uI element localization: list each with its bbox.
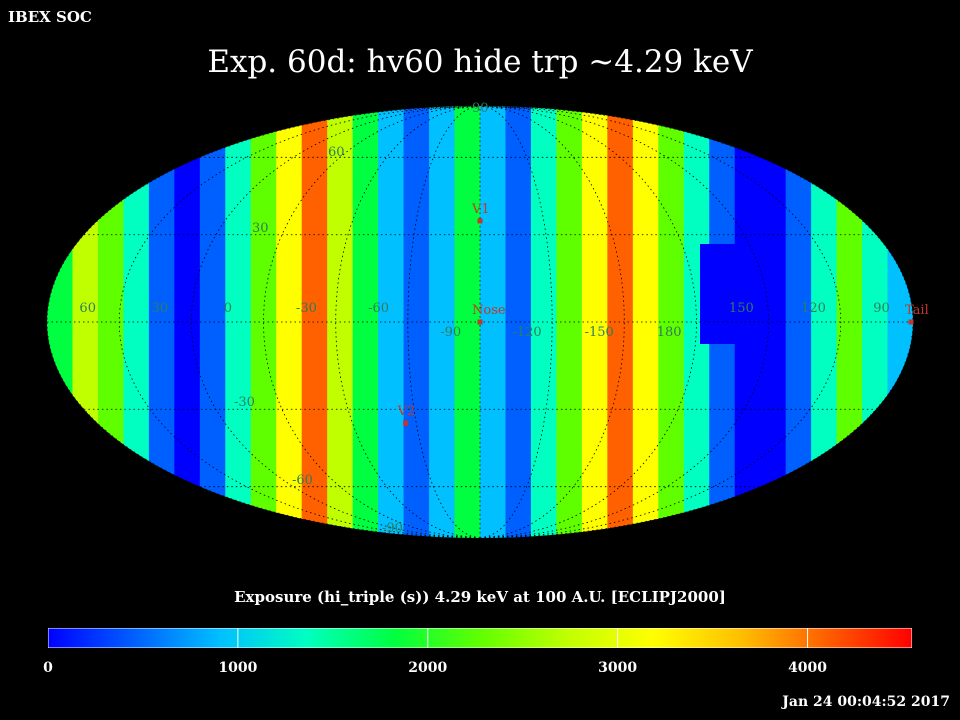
marker-nose-dot [477, 319, 483, 325]
colorbar-tick-label: 4000 [788, 660, 828, 676]
exposure-strip [454, 106, 481, 538]
exposure-strip [301, 106, 328, 538]
exposure-strip [530, 106, 558, 538]
map-markers: V1 Nose V2 Tail [397, 202, 929, 426]
longitude-label: -60 [368, 301, 389, 316]
longitude-label: -90 [440, 325, 461, 340]
colorbar-tick-label: 3000 [598, 660, 638, 676]
exposure-strip [276, 106, 303, 538]
sky-map: 60 30 0 -30 -60 -90 -120 -150 180 150 120 90 90 60 30… [47, 101, 929, 538]
latitude-label: 90 [472, 101, 489, 116]
meridian-line [407, 106, 481, 538]
longitude-label: 0 [224, 301, 232, 316]
marker-tail-label: Tail [905, 303, 929, 318]
longitude-label: 180 [657, 325, 682, 340]
meridian-line [479, 106, 553, 538]
exposure-strip [607, 106, 634, 538]
longitude-label: 150 [729, 301, 754, 316]
marker-v2-dot [403, 420, 409, 426]
longitude-label: 120 [801, 301, 826, 316]
low-exposure-region [700, 244, 778, 344]
latitude-label: -60 [292, 473, 313, 488]
exposure-strip [811, 106, 838, 538]
longitude-label: 90 [873, 301, 890, 316]
map-title: Exp. 60d: hv60 hide trp ~4.29 keV [207, 44, 753, 80]
org-label: IBEX SOC [8, 8, 92, 26]
marker-tail-dot [908, 319, 914, 325]
latitude-label: -30 [234, 395, 255, 410]
meridian-line [479, 106, 842, 538]
exposure-strip [47, 106, 74, 538]
marker-v1-label: V1 [471, 202, 490, 217]
exposure-strip [123, 106, 150, 538]
longitude-label: -120 [512, 325, 541, 340]
longitude-label: 30 [152, 301, 169, 316]
exposure-strip [505, 106, 532, 538]
exposure-strip [658, 106, 685, 538]
colorbar-tick-label: 1000 [218, 660, 258, 676]
longitude-label: 60 [79, 301, 96, 316]
colorbar-title: Exposure (hi_triple (s)) 4.29 keV at 100… [234, 588, 726, 606]
exposure-strip [581, 106, 608, 538]
marker-v1-dot [477, 218, 483, 224]
exposure-strip [378, 106, 405, 538]
colorbar-tick-label: 0 [43, 660, 53, 676]
latitude-label: -90 [382, 521, 403, 536]
colorbar-tick-label: 2000 [408, 660, 448, 676]
exposure-strip [72, 106, 99, 538]
exposure-strip [429, 106, 456, 538]
exposure-strip [225, 106, 252, 538]
timestamp: Jan 24 00:04:52 2017 [782, 694, 950, 710]
latitude-label: 30 [252, 221, 269, 236]
longitude-label: -30 [296, 301, 317, 316]
longitude-labels: 60 30 0 -30 -60 -90 -120 -150 180 150 120 90 [79, 301, 889, 340]
colorbar-gradient [48, 628, 912, 648]
colorbar [48, 628, 912, 648]
meridian-line [479, 106, 697, 538]
latitude-label: 60 [328, 145, 345, 160]
exposure-strip [199, 106, 226, 538]
exposure-strip [352, 106, 379, 538]
marker-nose-label: Nose [472, 303, 506, 318]
colorbar-ticks: 0 1000 2000 3000 4000 [0, 660, 960, 680]
marker-v2-label: V2 [397, 404, 416, 419]
latitude-labels: 90 60 30 -30 -60 -90 [234, 101, 489, 536]
longitude-label: -150 [585, 325, 614, 340]
